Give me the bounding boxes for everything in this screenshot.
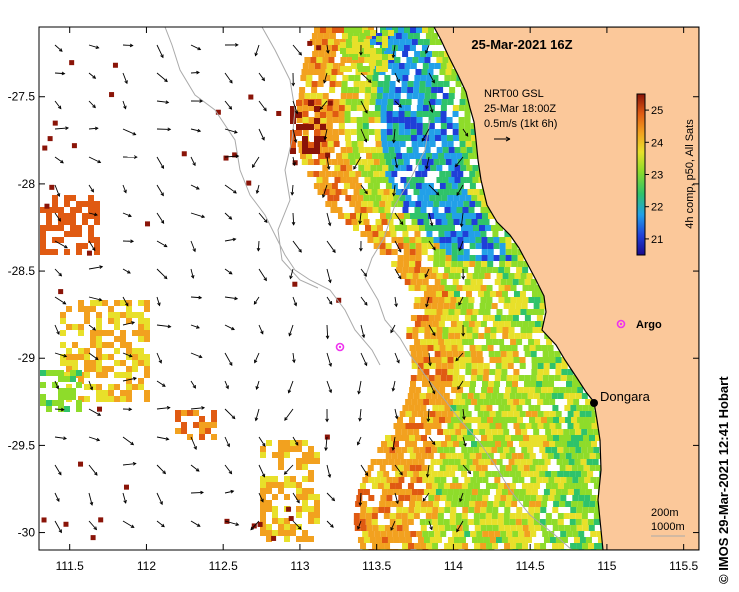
argo-label: Argo — [636, 319, 662, 331]
y-tick-label: -27.5 — [8, 90, 36, 104]
x-tick-label: 112 — [137, 559, 156, 573]
current-legend-line2: 25-Mar 18:00Z — [484, 103, 556, 115]
depth-legend-1000m: 1000m — [651, 521, 685, 533]
dongara-label: Dongara — [600, 389, 651, 404]
x-tick-label: 112.5 — [209, 559, 238, 573]
current-legend: NRT00 GSL 25-Mar 18:00Z 0.5m/s (1kt 6h) — [484, 88, 557, 142]
dongara-marker: Dongara — [590, 389, 651, 407]
colorbar-tick-label: 25 — [651, 105, 663, 117]
argo-icon — [616, 319, 626, 329]
current-vectors — [54, 43, 472, 534]
x-tick-label: 111.5 — [56, 559, 85, 573]
y-tick-label: -28.5 — [8, 264, 36, 278]
contour-200m — [364, 119, 573, 550]
colorbar-tick-label: 21 — [651, 234, 663, 246]
contour-1000m — [164, 27, 381, 366]
depth-legend-200m: 200m — [651, 507, 679, 519]
town-icon — [590, 399, 598, 407]
x-tick-label: 115 — [597, 559, 616, 573]
x-tick-label: 114.5 — [516, 559, 545, 573]
colorbar-tick-label: 22 — [651, 202, 663, 214]
y-tick-label: -29.5 — [8, 438, 36, 452]
credit-text: © IMOS 29-Mar-2021 12:41 Hobart — [716, 376, 731, 584]
sst-layer — [40, 27, 609, 550]
axis-ticks: 111.5 112 112.5 113 113.5 114 114.5 115 115.5 -27… — [8, 27, 699, 573]
colorbar: 25 24 23 22 21 4h comp, p50, All Sats — [636, 93, 696, 256]
y-tick-label: -28 — [18, 177, 36, 191]
colorbar-gradient — [636, 93, 646, 256]
y-tick-label: -29 — [18, 351, 36, 365]
current-legend-line1: NRT00 GSL — [484, 88, 544, 100]
contour-deep — [261, 27, 319, 289]
x-tick-label: 114 — [444, 559, 463, 573]
land — [433, 27, 699, 550]
y-tick-label: -30 — [18, 526, 36, 540]
plot-frame — [38, 26, 700, 551]
colorbar-label: 4h comp, p50, All Sats — [684, 119, 696, 229]
map-title: 25-Mar-2021 16Z — [471, 37, 572, 52]
current-legend-line3: 0.5m/s (1kt 6h) — [484, 118, 557, 130]
depth-legend: 200m 1000m — [651, 507, 685, 537]
colorbar-tick-label: 23 — [651, 170, 663, 182]
x-tick-label: 113.5 — [362, 559, 391, 573]
argo-marker: Argo — [616, 319, 662, 331]
x-tick-label: 113 — [290, 559, 309, 573]
x-tick-label: 115.5 — [669, 559, 698, 573]
argo-float-ocean — [335, 342, 345, 352]
colorbar-tick-label: 24 — [651, 137, 663, 149]
